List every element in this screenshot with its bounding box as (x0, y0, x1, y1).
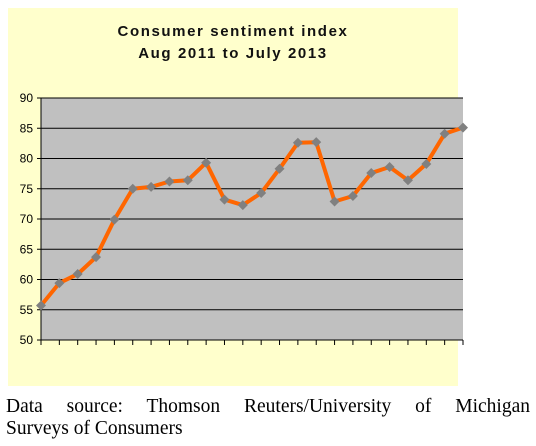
data-point (311, 137, 322, 148)
data-point (182, 175, 193, 186)
y-tick-label: 70 (20, 212, 34, 226)
data-point (201, 157, 212, 168)
y-tick-label: 60 (20, 273, 34, 287)
y-tick-label: 50 (20, 333, 34, 347)
data-point (421, 158, 432, 169)
y-tick-label: 65 (20, 242, 34, 256)
series-line (39, 125, 465, 308)
data-point (384, 161, 395, 172)
caption-line-1: Data source: Thomson Reuters/University … (6, 396, 530, 417)
data-point (164, 176, 175, 187)
data-point (237, 200, 248, 211)
chart-subtitle: Aug 2011 to July 2013 (138, 45, 328, 62)
y-tick-label: 85 (20, 121, 34, 135)
caption-line-2: Surveys of Consumers (6, 418, 183, 439)
data-source-caption: Data source: Thomson Reuters/University … (6, 396, 530, 440)
y-tick-label: 75 (20, 182, 34, 196)
data-point (219, 194, 230, 205)
data-point (458, 122, 468, 133)
data-point (274, 163, 285, 174)
data-point (329, 196, 340, 207)
chart-title: Consumer sentiment index (117, 23, 349, 40)
data-point (72, 269, 83, 280)
data-point (54, 278, 65, 289)
data-point (109, 214, 120, 225)
data-point (292, 137, 303, 148)
data-point (347, 191, 358, 202)
data-point (439, 128, 450, 139)
y-tick-label: 90 (20, 91, 34, 105)
data-point (91, 252, 102, 263)
y-tick-label: 55 (20, 303, 34, 317)
data-point (36, 300, 46, 311)
data-point (256, 187, 267, 198)
data-point (402, 175, 413, 186)
y-tick-label: 80 (20, 152, 34, 166)
data-point (366, 168, 377, 179)
data-point (127, 183, 138, 194)
data-point (146, 181, 157, 192)
